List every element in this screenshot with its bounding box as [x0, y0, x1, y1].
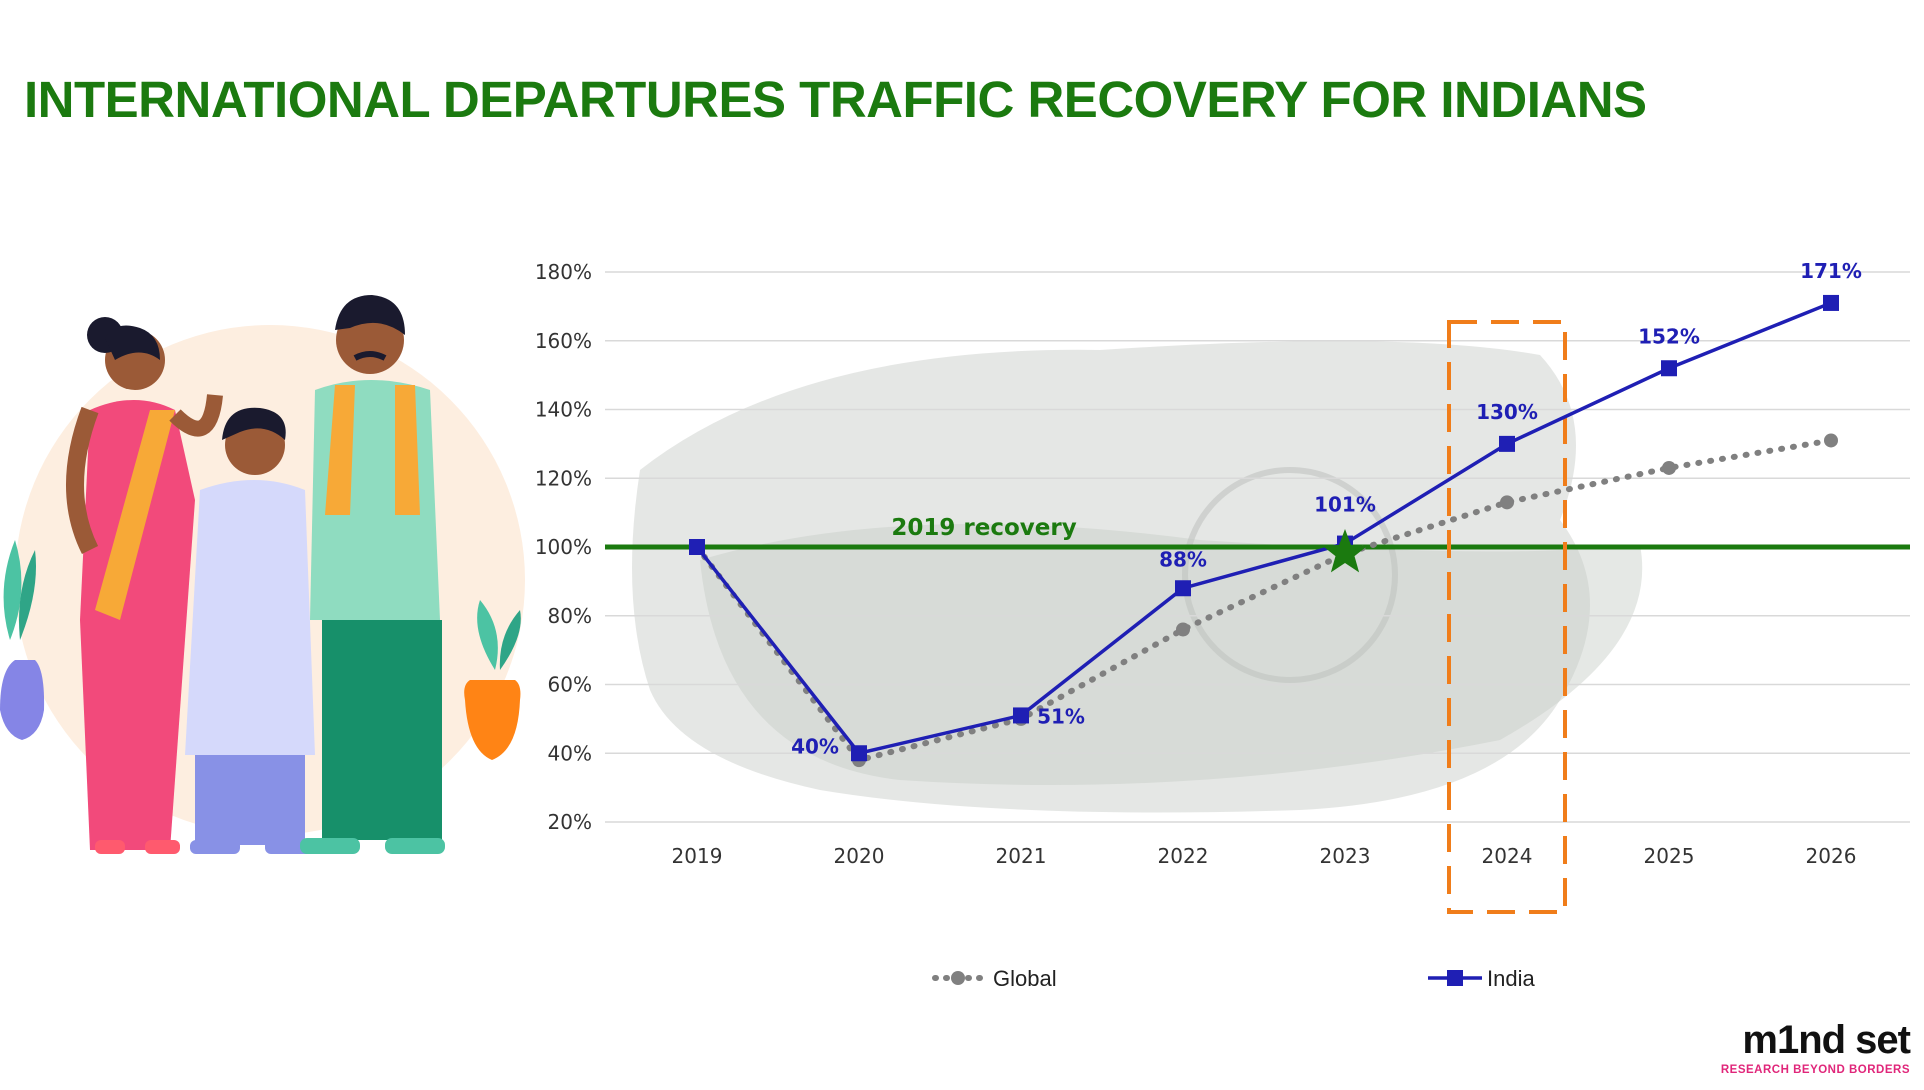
india-data-label: 152%	[1638, 324, 1700, 348]
logo-tagline: RESEARCH BEYOND BORDERS	[1720, 1064, 1910, 1076]
chakra-wheel-icon	[1182, 467, 1398, 683]
india-data-label: 171%	[1800, 259, 1862, 283]
reference-line-label: 2019 recovery	[891, 515, 1076, 541]
x-tick-label: 2021	[996, 844, 1047, 868]
man-figure-icon	[300, 295, 445, 854]
brush-background	[632, 341, 1643, 813]
woman-figure-icon	[66, 317, 223, 854]
company-logo: m1nd set RESEARCH BEYOND BORDERS	[1700, 1018, 1911, 1080]
y-tick-label: 140%	[535, 398, 592, 422]
highlight-box-group	[1447, 320, 1567, 914]
global-point	[1662, 460, 1676, 475]
reference-line-group: 2019 recovery	[605, 515, 1910, 550]
x-tick-label: 2024	[1482, 844, 1533, 868]
y-tick-label: 20%	[548, 810, 592, 834]
legend-india-label: India	[1487, 966, 1535, 991]
y-tick-label: 40%	[548, 741, 592, 765]
family-illustration	[0, 295, 525, 854]
data-label-group: 40% 51% 88% 101% 130% 152% 171%	[791, 259, 1862, 758]
y-tick-label: 180%	[535, 260, 592, 284]
series-group	[689, 294, 1839, 768]
y-tick-label: 100%	[535, 535, 592, 559]
legend-global-label: Global	[993, 966, 1057, 991]
y-axis-ticks: 20% 40% 60% 80% 100% 120% 140% 160% 180%	[535, 260, 592, 834]
india-point	[1013, 707, 1029, 724]
x-tick-label: 2026	[1806, 844, 1857, 868]
india-point	[1175, 580, 1191, 597]
y-tick-label: 120%	[535, 466, 592, 490]
global-point	[1176, 622, 1190, 637]
y-tick-label: 160%	[535, 329, 592, 353]
legend: Global India	[932, 966, 1535, 991]
legend-india-marker	[1447, 970, 1463, 986]
y-tick-label: 80%	[548, 604, 592, 628]
boy-figure-icon	[185, 407, 315, 854]
x-tick-label: 2023	[1320, 844, 1371, 868]
india-point	[1499, 435, 1515, 452]
x-tick-label: 2020	[834, 844, 885, 868]
x-tick-label: 2022	[1158, 844, 1209, 868]
x-tick-label: 2025	[1644, 844, 1695, 868]
india-data-label: 40%	[791, 734, 839, 758]
india-data-label: 88%	[1159, 547, 1207, 571]
star-marker-icon	[1322, 529, 1368, 573]
legend-global-marker	[951, 971, 965, 985]
series-line-india	[695, 301, 1832, 756]
india-point	[851, 745, 867, 762]
india-data-label: 101%	[1314, 493, 1376, 517]
right-plant-icon	[464, 600, 521, 760]
page-title: INTERNATIONAL DEPARTURES TRAFFIC RECOVER…	[24, 71, 1647, 128]
left-plant-icon	[0, 540, 45, 740]
global-point	[1824, 433, 1838, 448]
india-data-label: 130%	[1476, 400, 1538, 424]
series-line-global	[694, 437, 1834, 764]
global-point	[1500, 495, 1514, 510]
india-point	[1661, 360, 1677, 377]
india-data-label: 51%	[1037, 704, 1085, 728]
india-point	[1823, 294, 1839, 311]
logo-wordmark: m1nd set	[1742, 1018, 1911, 1062]
highlight-box	[1447, 320, 1567, 914]
y-tick-label: 60%	[548, 673, 592, 697]
x-tick-label: 2019	[672, 844, 723, 868]
x-axis-ticks: 2019 2020 2021 2022 2023 2024 2025 2026	[672, 844, 1857, 868]
india-point	[689, 539, 705, 555]
